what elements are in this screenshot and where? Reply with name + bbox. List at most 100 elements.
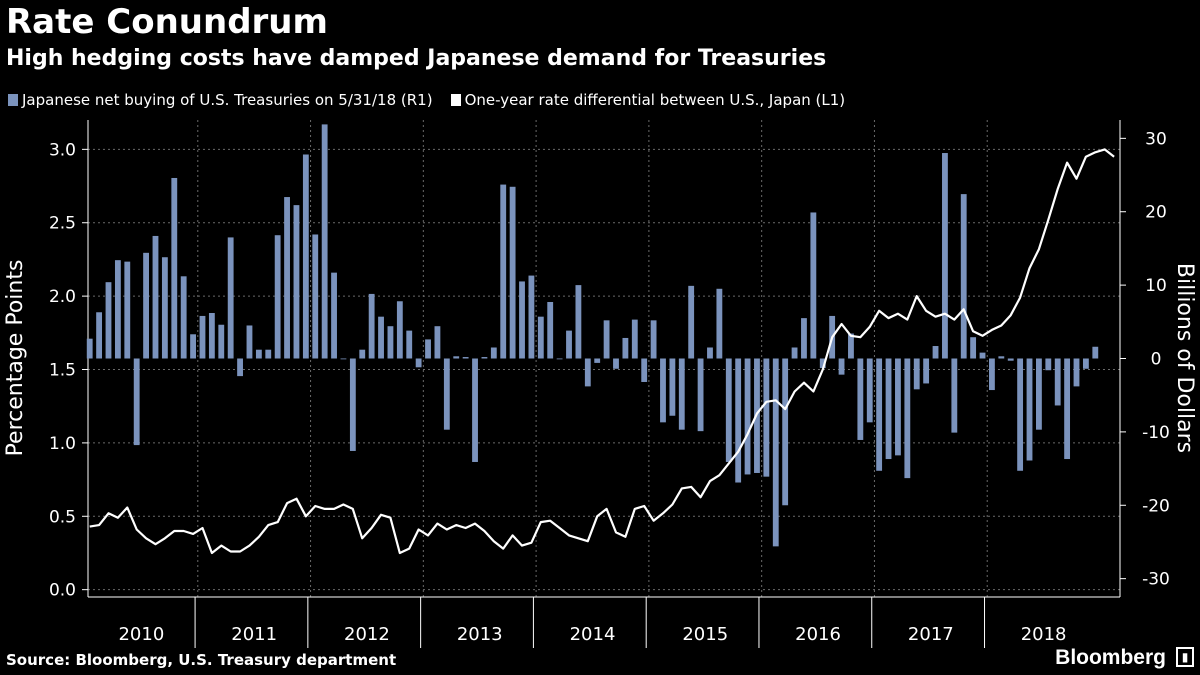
bar bbox=[199, 315, 206, 359]
left-tick-label: 1.0 bbox=[49, 434, 76, 454]
bar bbox=[359, 349, 366, 359]
bar bbox=[735, 358, 742, 483]
bar bbox=[114, 260, 121, 359]
bar bbox=[143, 252, 150, 359]
bar bbox=[227, 237, 234, 359]
bar bbox=[255, 349, 262, 359]
x-tick-label: 2018 bbox=[1021, 624, 1067, 645]
bar bbox=[387, 326, 394, 359]
bar bbox=[556, 358, 563, 360]
bar bbox=[895, 358, 901, 456]
bar bbox=[500, 184, 507, 359]
left-tick-label: 3.0 bbox=[49, 140, 76, 160]
bar bbox=[302, 154, 309, 359]
bar bbox=[331, 272, 337, 359]
legend: Japanese net buying of U.S. Treasuries o… bbox=[8, 91, 845, 109]
bar bbox=[124, 261, 131, 359]
bar bbox=[791, 347, 798, 359]
left-tick-label: 0.0 bbox=[49, 581, 76, 601]
bar bbox=[613, 358, 619, 369]
bar bbox=[951, 358, 958, 433]
bar bbox=[932, 346, 939, 359]
bar bbox=[349, 358, 356, 451]
bar bbox=[218, 324, 225, 359]
x-tick-label: 2013 bbox=[457, 624, 503, 645]
bar bbox=[1082, 358, 1089, 369]
left-tick-label: 2.0 bbox=[49, 287, 76, 307]
bar bbox=[603, 320, 610, 359]
x-tick-label: 2012 bbox=[344, 624, 390, 645]
legend-label-line: One-year rate differential between U.S.,… bbox=[464, 91, 846, 109]
bar bbox=[378, 316, 384, 359]
legend-label-bars: Japanese net buying of U.S. Treasuries o… bbox=[22, 91, 433, 109]
chart-title: Rate Conundrum bbox=[6, 2, 328, 42]
bar bbox=[575, 285, 582, 359]
bar bbox=[697, 358, 704, 432]
left-axis-title: Percentage Points bbox=[3, 260, 28, 457]
bar bbox=[622, 337, 629, 359]
bar bbox=[368, 293, 375, 359]
bar bbox=[340, 358, 347, 360]
bar bbox=[547, 301, 554, 359]
x-tick-label: 2014 bbox=[570, 624, 616, 645]
bar bbox=[490, 347, 497, 359]
bar bbox=[725, 358, 732, 462]
bar bbox=[284, 197, 290, 359]
bar bbox=[237, 358, 243, 377]
right-tick-label: -30 bbox=[1142, 570, 1170, 590]
bar bbox=[105, 282, 112, 359]
terminal-icon: ▮ bbox=[1176, 647, 1194, 667]
bar bbox=[1026, 358, 1033, 461]
rate-differential-line bbox=[89, 148, 1115, 555]
bar bbox=[801, 318, 807, 359]
bar bbox=[1054, 358, 1061, 406]
bar bbox=[312, 234, 319, 359]
bar bbox=[406, 330, 413, 359]
bar bbox=[669, 358, 676, 416]
bar bbox=[584, 358, 591, 387]
bar bbox=[1007, 358, 1014, 361]
bar bbox=[904, 358, 911, 479]
bar bbox=[481, 357, 488, 359]
bar bbox=[425, 339, 431, 359]
bar bbox=[509, 186, 516, 359]
x-tick-label: 2011 bbox=[231, 624, 277, 645]
bar bbox=[772, 358, 779, 547]
bar bbox=[678, 358, 685, 430]
brand-logo: Bloomberg bbox=[1055, 646, 1166, 669]
bar bbox=[415, 358, 422, 368]
bar bbox=[96, 312, 103, 359]
bar bbox=[208, 313, 215, 359]
right-axis-title: Billions of Dollars bbox=[1172, 263, 1197, 453]
bar bbox=[819, 358, 826, 369]
bar bbox=[152, 235, 159, 359]
chart-subtitle: High hedging costs have damped Japanese … bbox=[6, 46, 827, 71]
bar bbox=[133, 358, 140, 446]
legend-swatch-bars bbox=[8, 94, 18, 106]
bar bbox=[838, 358, 845, 375]
bar bbox=[1035, 358, 1042, 430]
bar bbox=[594, 358, 601, 363]
legend-item-bars: Japanese net buying of U.S. Treasuries o… bbox=[8, 91, 433, 109]
bar bbox=[979, 352, 986, 359]
bar bbox=[716, 288, 723, 359]
bar bbox=[1017, 358, 1024, 471]
bar bbox=[1045, 358, 1052, 371]
bar bbox=[876, 358, 883, 471]
bar bbox=[641, 358, 648, 382]
bar bbox=[171, 177, 178, 359]
bar bbox=[190, 334, 196, 359]
bar bbox=[293, 205, 300, 359]
bar bbox=[857, 358, 864, 440]
bar bbox=[970, 337, 977, 359]
bar bbox=[453, 356, 460, 359]
bar bbox=[161, 257, 168, 359]
right-tick-label: 10 bbox=[1145, 276, 1167, 296]
bar bbox=[528, 275, 535, 359]
bar bbox=[443, 358, 450, 430]
bar bbox=[462, 357, 469, 359]
bar bbox=[744, 358, 751, 475]
bar bbox=[923, 358, 930, 384]
bar bbox=[265, 349, 272, 359]
